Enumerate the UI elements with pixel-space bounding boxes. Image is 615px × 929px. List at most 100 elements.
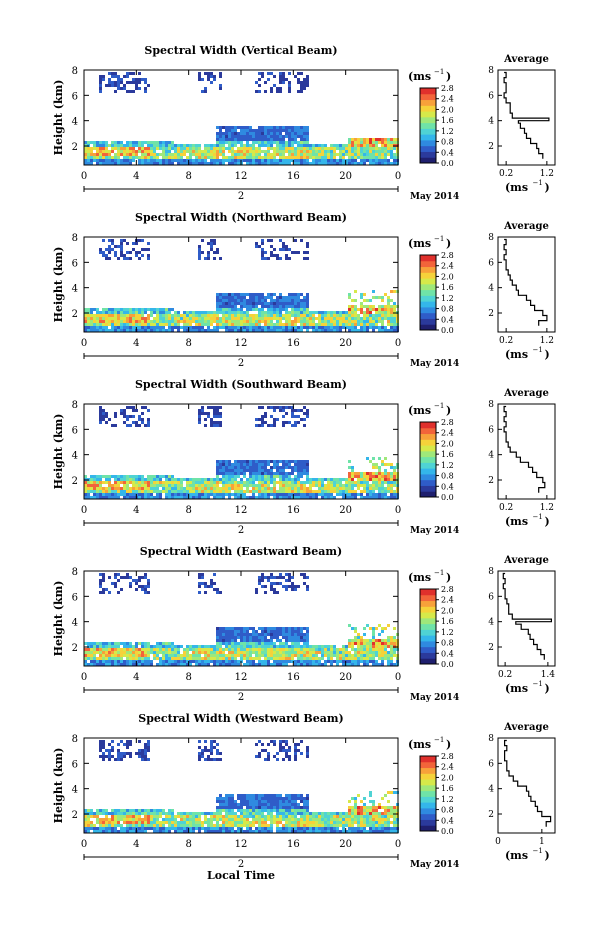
heat-cell: [390, 138, 393, 141]
heat-cell: [183, 654, 186, 657]
heat-cell: [141, 418, 144, 421]
heat-cell: [372, 627, 375, 630]
x-tick-label: 16: [287, 338, 300, 349]
heat-cell: [267, 475, 270, 478]
heat-cell: [231, 475, 234, 478]
heat-cell: [174, 654, 177, 657]
heat-cell: [252, 129, 255, 132]
heat-cell: [318, 162, 321, 165]
heat-cell: [384, 159, 387, 162]
heat-cell: [357, 320, 360, 323]
colorbar-tick-label: 1.2: [441, 294, 454, 303]
heat-cell: [213, 153, 216, 156]
heat-cell: [324, 320, 327, 323]
heat-cell: [258, 460, 261, 463]
heat-cell: [384, 627, 387, 630]
heat-cell: [138, 755, 141, 758]
heat-cell: [216, 302, 219, 305]
heat-cell: [267, 424, 270, 427]
heat-cell: [198, 573, 201, 576]
heat-cell: [294, 651, 297, 654]
heat-cell: [279, 642, 282, 645]
colorbar-segment: [420, 157, 436, 164]
heat-cell: [120, 329, 123, 332]
heat-cell: [303, 317, 306, 320]
heat-cell: [216, 651, 219, 654]
heat-cell: [138, 150, 141, 153]
heat-cell: [174, 827, 177, 830]
heat-cell: [132, 147, 135, 150]
heat-cell: [270, 153, 273, 156]
heat-cell: [183, 159, 186, 162]
heat-cell: [153, 326, 156, 329]
heat-cell: [105, 749, 108, 752]
heat-cell: [225, 487, 228, 490]
heat-cell: [246, 144, 249, 147]
heat-cell: [186, 317, 189, 320]
colorbar-segment: [420, 255, 436, 262]
heat-cell: [273, 308, 276, 311]
heat-cell: [210, 329, 213, 332]
heat-cell: [111, 827, 114, 830]
heat-cell: [210, 406, 213, 409]
heat-cell: [306, 469, 309, 472]
heat-cell: [120, 657, 123, 660]
heat-cell: [348, 660, 351, 663]
heat-cell: [93, 320, 96, 323]
heat-cell: [369, 326, 372, 329]
heat-cell: [279, 144, 282, 147]
heat-cell: [276, 463, 279, 466]
heat-cell: [99, 475, 102, 478]
heat-cell: [267, 627, 270, 630]
heat-cell: [306, 138, 309, 141]
heat-cell: [249, 642, 252, 645]
heat-cell: [114, 830, 117, 833]
heat-cell: [231, 144, 234, 147]
heat-cell: [183, 648, 186, 651]
heat-cell: [261, 579, 264, 582]
heat-cell: [369, 320, 372, 323]
heat-cell: [96, 314, 99, 317]
heat-cell: [186, 484, 189, 487]
colorbar-segment: [420, 283, 436, 291]
heat-cell: [105, 162, 108, 165]
heat-cell: [207, 72, 210, 75]
heat-cell: [282, 475, 285, 478]
heat-cell: [126, 815, 129, 818]
heat-cell: [120, 475, 123, 478]
panel-title: Spectral Width (Eastward Beam): [140, 545, 342, 558]
heat-cell: [342, 147, 345, 150]
heat-cell: [222, 135, 225, 138]
colorbar-segment: [420, 652, 436, 659]
heat-cell: [348, 651, 351, 654]
heat-cell: [207, 645, 210, 648]
heat-cell: [369, 147, 372, 150]
heat-cell: [189, 162, 192, 165]
heat-cell: [138, 654, 141, 657]
heat-cell: [303, 251, 306, 254]
heat-cell: [129, 645, 132, 648]
heat-cell: [321, 490, 324, 493]
heat-cell: [303, 412, 306, 415]
heat-cell: [120, 147, 123, 150]
heat-cell: [366, 490, 369, 493]
heat-cell: [84, 821, 87, 824]
heat-cell: [123, 311, 126, 314]
heat-cell: [132, 645, 135, 648]
heat-cell: [114, 660, 117, 663]
heat-cell: [102, 573, 105, 576]
heat-cell: [267, 478, 270, 481]
heat-cell: [114, 487, 117, 490]
heat-cell: [246, 630, 249, 633]
heat-cell: [114, 809, 117, 812]
heat-cell: [270, 487, 273, 490]
heat-cell: [195, 487, 198, 490]
heat-cell: [186, 654, 189, 657]
heat-cell: [168, 821, 171, 824]
heat-cell: [330, 657, 333, 660]
heat-cell: [117, 141, 120, 144]
heat-cell: [126, 323, 129, 326]
heat-cell: [381, 326, 384, 329]
heat-cell: [174, 147, 177, 150]
heat-cell: [186, 657, 189, 660]
